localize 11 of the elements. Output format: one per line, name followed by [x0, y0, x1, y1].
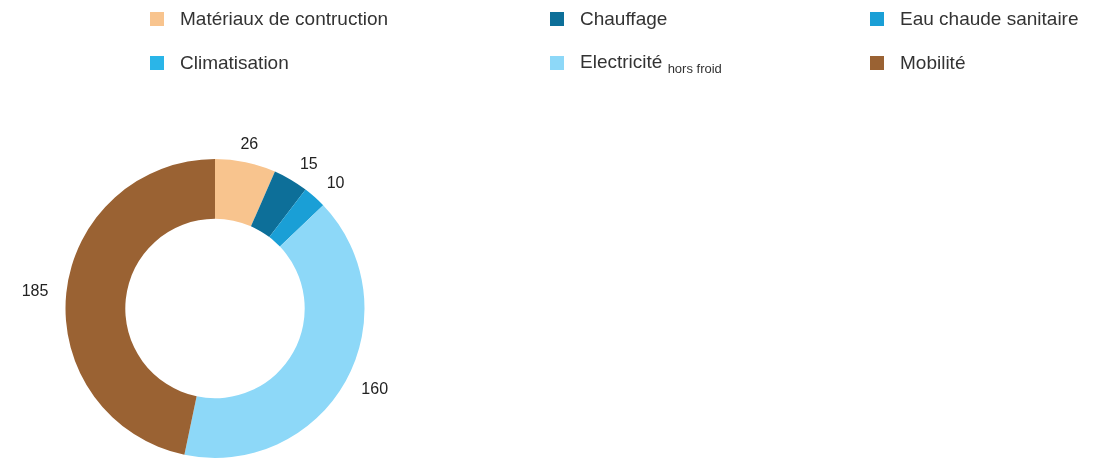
legend-label: Matériaux de contruction	[180, 8, 389, 30]
legend-label: Chauffage	[580, 8, 668, 30]
legend-label: Eau chaude sanitaire	[900, 8, 1079, 30]
data-label: 160	[361, 380, 389, 398]
data-label: 10	[326, 174, 345, 192]
data-label: 26	[240, 134, 259, 152]
legend-label: Electricité $_{hors froid}$	[580, 50, 722, 76]
legend-label: Climatisation	[180, 52, 289, 74]
data-label: 15	[299, 154, 318, 172]
legend-label: Mobilité	[900, 52, 966, 74]
data-label: 185	[21, 281, 49, 299]
